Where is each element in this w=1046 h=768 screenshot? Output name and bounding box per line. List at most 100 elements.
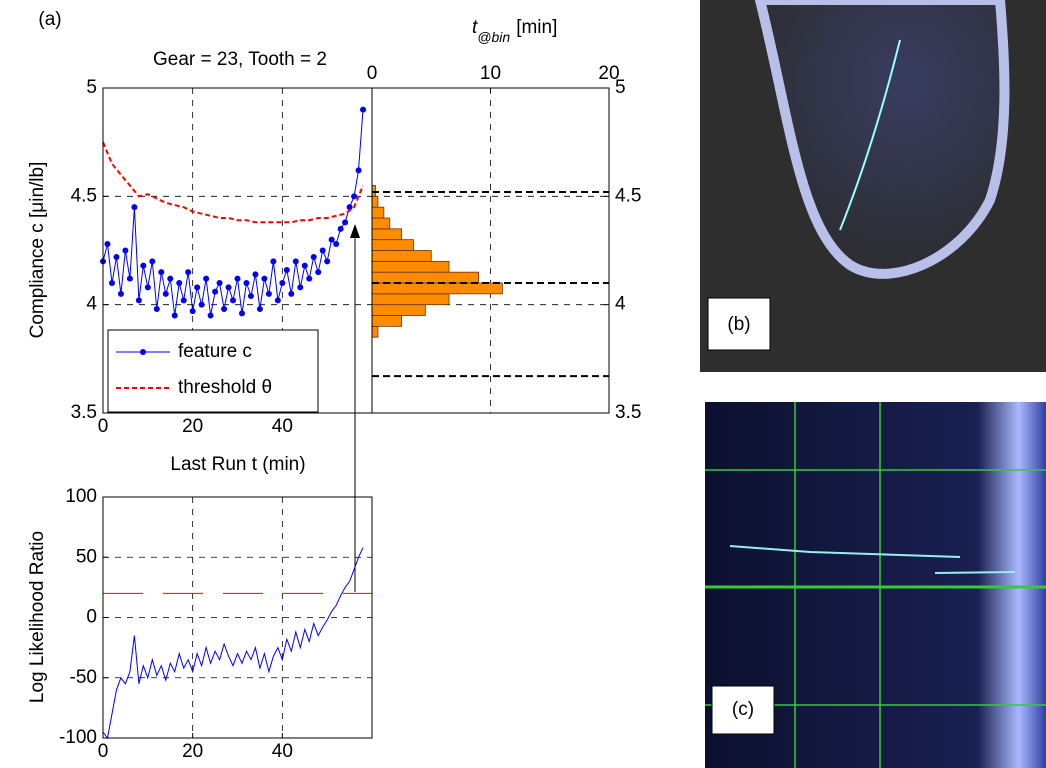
y-tick-label: 50 — [76, 546, 97, 567]
data-point — [360, 106, 367, 113]
histogram-bar — [371, 271, 480, 284]
data-point — [221, 306, 228, 312]
data-point — [126, 275, 133, 282]
data-point — [355, 167, 362, 174]
x-tick-label: 40 — [272, 416, 293, 437]
data-point — [176, 280, 183, 286]
data-point — [328, 236, 335, 243]
data-point — [288, 290, 295, 297]
series-line — [102, 547, 364, 740]
x-tick-label: 10 — [480, 63, 501, 84]
histogram-bar — [371, 304, 426, 316]
histogram-bar — [371, 185, 376, 197]
x-axis-label-unit: [min] — [516, 17, 557, 38]
data-point — [180, 297, 187, 304]
y-tick-label: 4 — [86, 294, 97, 315]
y-tick-label: 3.5 — [615, 402, 641, 423]
data-point — [243, 280, 250, 286]
data-point — [252, 271, 259, 278]
data-point — [324, 258, 331, 265]
legend-label: threshold θ — [178, 377, 272, 398]
x-tick-label: 0 — [98, 741, 109, 762]
panel-label: (a) — [38, 9, 61, 30]
histogram-bar — [371, 282, 503, 295]
data-point — [225, 284, 232, 291]
x-tick-label: 20 — [598, 63, 619, 84]
arrow-head — [350, 224, 360, 238]
histogram-bar — [371, 217, 391, 230]
data-point — [158, 269, 165, 276]
data-point — [189, 308, 196, 315]
data-point — [135, 297, 142, 304]
histogram-bar — [371, 315, 403, 327]
data-point — [131, 204, 138, 211]
x-tick-label: 0 — [98, 416, 109, 437]
data-point — [234, 275, 241, 282]
data-point — [140, 262, 147, 269]
photo-c: (c) — [705, 402, 1046, 768]
histogram-bar — [371, 228, 403, 241]
data-point — [185, 269, 192, 276]
legend-marker — [140, 349, 146, 355]
y-tick-label: 4.5 — [615, 185, 641, 206]
data-point — [319, 247, 326, 254]
y-tick-label: 5 — [86, 77, 97, 98]
data-point — [292, 258, 299, 265]
histogram-bar — [371, 260, 450, 273]
data-point — [167, 275, 174, 282]
data-point — [337, 225, 344, 232]
data-point — [113, 254, 120, 260]
data-point — [301, 262, 308, 269]
y-tick-label: 4 — [615, 294, 626, 315]
data-point — [171, 312, 178, 319]
data-point — [346, 204, 353, 211]
series-line — [102, 109, 364, 316]
image-label: (b) — [727, 314, 750, 335]
data-point — [297, 284, 304, 291]
series-line — [102, 141, 364, 224]
histogram-bar — [371, 325, 379, 338]
data-point — [270, 258, 277, 265]
y-tick-label: -50 — [70, 667, 97, 688]
plot-frame — [371, 87, 610, 414]
histogram-bar — [371, 239, 414, 251]
data-point — [149, 258, 156, 265]
data-point — [283, 267, 290, 273]
data-point — [108, 280, 115, 286]
data-point — [351, 193, 358, 200]
data-point — [117, 290, 124, 297]
data-point — [261, 275, 268, 282]
y-tick-label: 5 — [615, 77, 626, 98]
x-axis-label-sub: @bin — [477, 29, 510, 45]
histogram-bar — [371, 293, 450, 306]
legend-label: feature c — [178, 341, 252, 362]
data-point — [274, 297, 281, 304]
y-tick-label: -100 — [59, 727, 97, 748]
y-tick-label: 0 — [86, 607, 97, 628]
x-tick-label: 40 — [272, 741, 293, 762]
data-point — [207, 312, 214, 319]
x-axis-label-var: t — [472, 17, 478, 38]
y-axis-label: Log Likelihood Ratio — [27, 531, 48, 703]
x-tick-label: 20 — [182, 741, 203, 762]
data-point — [104, 241, 111, 247]
data-point — [144, 284, 151, 291]
histogram-bar — [371, 195, 379, 208]
legend-box — [107, 329, 319, 413]
y-tick-label: 100 — [65, 486, 97, 507]
data-point — [247, 293, 254, 299]
data-point — [306, 275, 313, 282]
data-point — [333, 241, 340, 247]
histogram-bar — [371, 250, 432, 262]
data-point — [310, 254, 317, 260]
data-point — [230, 297, 237, 304]
y-axis-label: Compliance c [μin/lb] — [27, 162, 48, 339]
x-axis-label: t@bin [min] — [472, 17, 557, 45]
data-point — [279, 280, 286, 286]
data-point — [256, 306, 263, 312]
data-point — [212, 288, 219, 295]
chart-title: Gear = 23, Tooth = 2 — [153, 49, 327, 70]
x-tick-label: 0 — [367, 63, 378, 84]
data-point — [162, 290, 169, 297]
